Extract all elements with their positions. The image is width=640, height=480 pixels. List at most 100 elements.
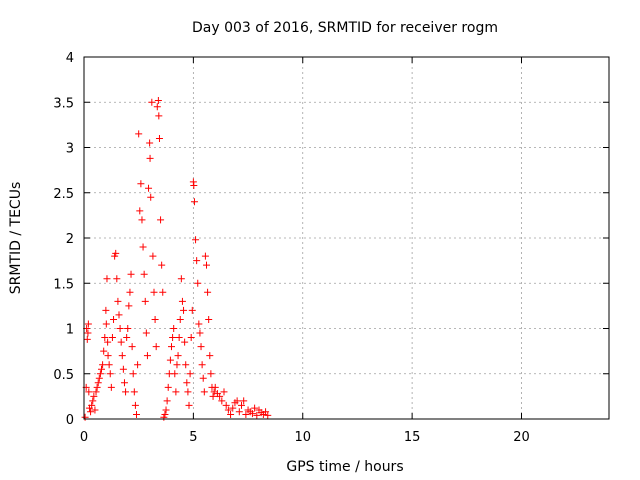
data-point [133,410,140,418]
data-point [101,334,109,342]
data-point [124,325,132,332]
data-point [158,261,166,269]
data-point [149,252,157,260]
data-point [84,329,92,337]
data-point [135,130,143,138]
data-point [85,388,93,396]
data-point [197,343,205,351]
data-point [233,397,241,405]
data-point [115,311,123,319]
data-point [91,406,99,414]
x-tick-label: 20 [513,430,530,445]
y-tick-label: 1 [66,323,74,338]
x-tick-label: 5 [189,430,197,445]
data-point [174,352,182,360]
x-tick-label: 0 [80,430,88,445]
data-point [183,379,191,387]
data-point [163,397,171,405]
data-point [118,352,126,360]
x-axis-label: GPS time / hours [286,459,403,475]
data-points [81,96,272,421]
data-point [171,370,179,378]
data-point [242,410,250,418]
data-point [120,379,128,387]
data-point [114,297,122,305]
data-point [185,401,193,409]
data-point [184,388,192,396]
data-point [190,182,198,190]
data-point [83,335,91,343]
data-point [104,338,112,346]
data-point [93,383,101,391]
data-point [125,302,133,310]
data-point [98,365,105,373]
data-point [129,370,137,378]
data-point [146,154,154,162]
data-point [161,410,169,418]
data-point [227,410,235,418]
data-point [102,306,110,314]
data-point [128,343,136,351]
grid-lines [84,57,609,419]
data-point [206,352,214,360]
y-tick-label: 0 [66,413,74,428]
data-point [253,411,261,419]
data-point [180,306,188,314]
data-point [175,334,183,342]
data-point [166,356,174,364]
data-point [195,320,203,328]
data-point [89,397,97,405]
data-point [142,329,150,337]
data-point [190,198,198,206]
tick-labels: 0 0.5 1 1.5 2 2.5 3 3.5 4 0 5 10 15 20 [53,51,529,445]
data-point [210,388,218,396]
data-point [211,383,219,391]
data-point [96,370,104,378]
data-point [220,388,228,396]
data-point [229,404,237,412]
data-point [94,379,102,387]
data-point [188,306,196,314]
data-point [201,252,209,260]
data-point [87,408,95,416]
data-point [157,216,165,224]
data-point [204,288,212,296]
data-point [181,338,189,346]
data-point [178,297,186,305]
data-point [173,361,181,369]
data-point [251,404,259,412]
data-point [116,325,124,332]
y-tick-label: 3.5 [53,96,74,111]
data-point [103,275,111,283]
data-point [119,365,127,373]
x-tick-label: 15 [404,430,421,445]
data-point [262,408,270,416]
y-tick-label: 1.5 [53,277,74,292]
data-point [145,184,153,192]
y-tick-label: 4 [66,51,74,66]
data-point [154,96,162,104]
data-point [102,320,110,328]
plot-frame [83,56,610,420]
data-point [172,388,180,396]
data-point [99,361,107,369]
data-point [205,315,213,323]
data-point [127,270,135,278]
data-point [155,112,163,120]
y-tick-label: 3 [66,142,74,157]
data-point [134,361,142,369]
data-point [136,207,144,215]
data-point [106,370,114,378]
data-point [186,370,194,378]
data-point [199,374,207,382]
data-point [130,388,138,396]
data-point [192,236,200,244]
data-point [150,288,158,296]
data-point [92,388,100,396]
data-point [146,139,154,147]
data-point [222,401,230,409]
y-tick-label: 2 [66,232,74,247]
data-point [139,243,147,251]
data-point [177,275,185,283]
data-point [143,352,151,360]
